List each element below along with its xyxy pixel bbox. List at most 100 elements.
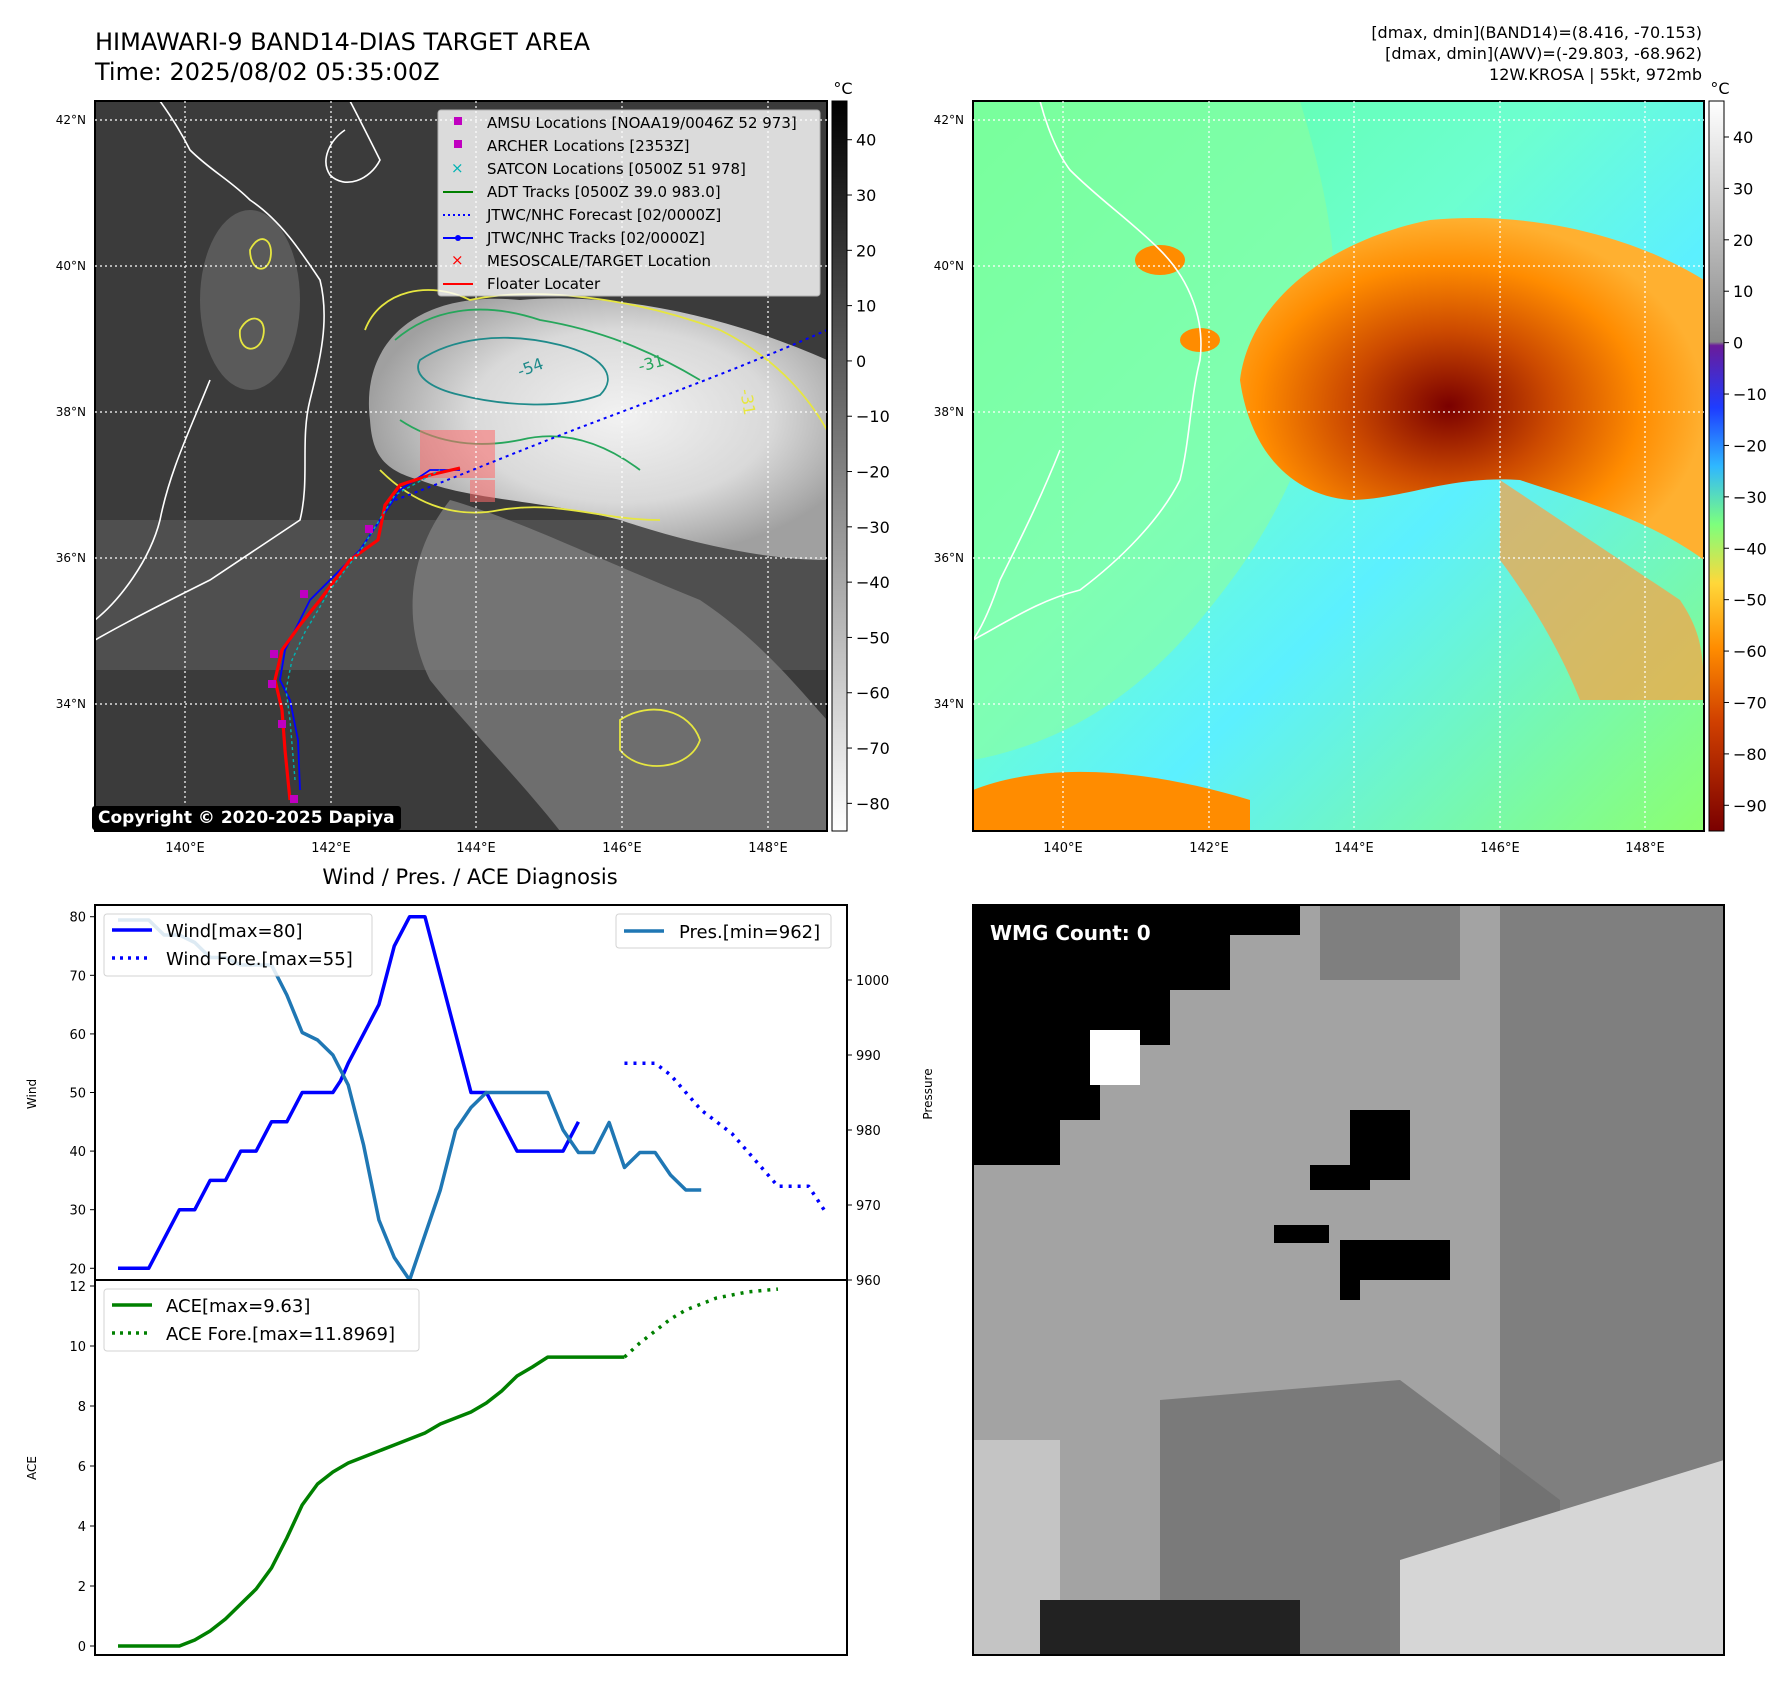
- ir-color-map: [973, 101, 1704, 831]
- gray-colorbar: [831, 100, 848, 832]
- gray-colorbar-unit: °C: [833, 79, 852, 98]
- contour-label: -31: [736, 387, 759, 416]
- lon-label: 142°E: [311, 841, 351, 856]
- left-lat-labels: 42°N 40°N 38°N 36°N 34°N: [56, 113, 86, 711]
- color-colorbar-tick-label: −40: [1733, 539, 1767, 558]
- color-colorbar-tick-label: −50: [1733, 591, 1767, 610]
- lon-label: 140°E: [165, 841, 205, 856]
- pressure-legend-label: Pres.[min=962]: [679, 922, 820, 943]
- target-marker-icon: ×: [451, 251, 464, 269]
- wind-tick-label: 60: [69, 1028, 86, 1043]
- lon-label: 146°E: [1480, 841, 1520, 856]
- ace-tick-label: 6: [78, 1460, 86, 1475]
- lat-label: 34°N: [56, 697, 86, 711]
- ace-axis-label: ACE: [25, 1456, 39, 1480]
- legend-label: JTWC/NHC Forecast [02/0000Z]: [486, 206, 721, 224]
- gray-colorbar-ticks: 40 30 20 10 0 −10 −20 −30 −40 −50 −60 −70 −80: [847, 131, 890, 813]
- color-colorbar-tick-label: −80: [1733, 745, 1767, 764]
- wmg-count-badge: WMG Count: 0: [982, 917, 1159, 949]
- legend-label: JTWC/NHC Tracks [02/0000Z]: [486, 229, 705, 247]
- color-colorbar-unit: °C: [1710, 79, 1729, 98]
- gray-colorbar-tick-label: −50: [856, 628, 890, 647]
- wind-tick-label: 70: [69, 969, 86, 984]
- wind-fore-legend-label: Wind Fore.[max=55]: [166, 949, 353, 970]
- lat-label: 38°N: [934, 405, 964, 419]
- pressure-tick-label: 1000: [856, 974, 889, 989]
- diagnosis-title: Wind / Pres. / ACE Diagnosis: [322, 865, 617, 889]
- ace-tick-label: 8: [78, 1400, 86, 1415]
- legend-label: Floater Locater: [487, 275, 601, 293]
- gray-colorbar-tick-label: −60: [856, 684, 890, 703]
- lon-label: 148°E: [1625, 841, 1665, 856]
- wind-legend-label: Wind[max=80]: [166, 921, 303, 942]
- gray-colorbar-tick-label: −70: [856, 739, 890, 758]
- gray-colorbar-tick-label: 40: [856, 131, 876, 150]
- wind-tick-label: 50: [69, 1087, 86, 1102]
- ace-tick-label: 12: [69, 1280, 86, 1295]
- lat-label: 40°N: [934, 259, 964, 273]
- gray-colorbar-tick-label: −20: [856, 463, 890, 482]
- gray-colorbar-tick-label: 0: [856, 352, 866, 371]
- left-map-frame: [94, 100, 828, 832]
- lat-label: 38°N: [56, 405, 86, 419]
- ace-series-line-0: [118, 1355, 625, 1648]
- lon-label: 148°E: [748, 841, 788, 856]
- ace-tick-label: 2: [78, 1580, 86, 1595]
- color-colorbar-tick-label: 10: [1733, 282, 1753, 301]
- color-colorbar-tick-label: 40: [1733, 128, 1753, 147]
- lon-label: 146°E: [602, 841, 642, 856]
- legend-label: AMSU Locations [NOAA19/0046Z 52 973]: [487, 114, 797, 132]
- ace-legend-label: ACE[max=9.63]: [166, 1296, 310, 1317]
- right-lat-labels: 42°N 40°N 38°N 36°N 34°N: [934, 113, 964, 711]
- lat-label: 42°N: [934, 113, 964, 127]
- ace-legend: ACE[max=9.63] ACE Fore.[max=11.8969]: [103, 1288, 420, 1352]
- copyright-badge: Copyright © 2020-2025 Dapiya: [92, 806, 401, 830]
- wind-tick-label: 80: [69, 911, 86, 926]
- archer-marker-icon: [454, 140, 462, 148]
- pressure-tick-label: 980: [856, 1124, 881, 1139]
- ace-fore-legend-label: ACE Fore.[max=11.8969]: [166, 1324, 395, 1345]
- gray-colorbar-tick-label: 10: [856, 297, 876, 316]
- map-legend: AMSU Locations [NOAA19/0046Z 52 973] ARC…: [437, 109, 821, 297]
- amsu-marker-icon: [454, 117, 462, 125]
- satcon-marker-icon: ×: [451, 159, 464, 177]
- pressure-tick-label: 960: [856, 1274, 881, 1289]
- legend-label: SATCON Locations [0500Z 51 978]: [487, 160, 746, 178]
- legend-label: ARCHER Locations [2353Z]: [487, 137, 690, 155]
- color-colorbar-tick-label: −30: [1733, 488, 1767, 507]
- legend-label: MESOSCALE/TARGET Location: [487, 252, 711, 270]
- color-colorbar-tick-label: 20: [1733, 231, 1753, 250]
- figure-title-line1: HIMAWARI-9 BAND14-DIAS TARGET AREA: [95, 28, 591, 56]
- pressure-legend: Pres.[min=962]: [615, 913, 832, 949]
- lon-label: 144°E: [456, 841, 496, 856]
- color-colorbar-tick-label: −60: [1733, 642, 1767, 661]
- gray-colorbar-tick-label: −40: [856, 573, 890, 592]
- color-colorbar-tick-label: −10: [1733, 385, 1767, 404]
- series-line-1: [624, 1061, 826, 1211]
- lat-label: 40°N: [56, 259, 86, 273]
- ace-tick-label: 4: [78, 1520, 86, 1535]
- ace-tick-label: 0: [78, 1640, 86, 1655]
- right-lon-labels: 140°E 142°E 144°E 146°E 148°E: [1043, 841, 1665, 856]
- gray-colorbar-tick-label: −80: [856, 794, 890, 813]
- gray-colorbar-tick-label: 30: [856, 186, 876, 205]
- gray-colorbar-tick-label: −30: [856, 518, 890, 537]
- wind-tick-label: 30: [69, 1204, 86, 1219]
- storm-info: 12W.KROSA | 55kt, 972mb: [1489, 65, 1702, 84]
- color-colorbar-tick-label: −90: [1733, 796, 1767, 815]
- color-colorbar-tick-label: −70: [1733, 693, 1767, 712]
- ace-plot: 0 2 4 6 8 10 12: [69, 1280, 779, 1655]
- wind-tick-label: 40: [69, 1145, 86, 1160]
- figure-title-line2: Time: 2025/08/02 05:35:00Z: [94, 58, 440, 86]
- lat-label: 42°N: [56, 113, 86, 127]
- gray-colorbar-tick-label: 20: [856, 241, 876, 260]
- track-dot-icon: [455, 235, 461, 241]
- lon-label: 142°E: [1189, 841, 1229, 856]
- lat-label: 36°N: [934, 551, 964, 565]
- color-colorbar-tick-label: 30: [1733, 179, 1753, 198]
- wind-axis-label: Wind: [25, 1079, 39, 1109]
- right-map-frame: [972, 100, 1705, 832]
- wind-tick-label: 20: [69, 1262, 86, 1277]
- lon-label: 140°E: [1043, 841, 1083, 856]
